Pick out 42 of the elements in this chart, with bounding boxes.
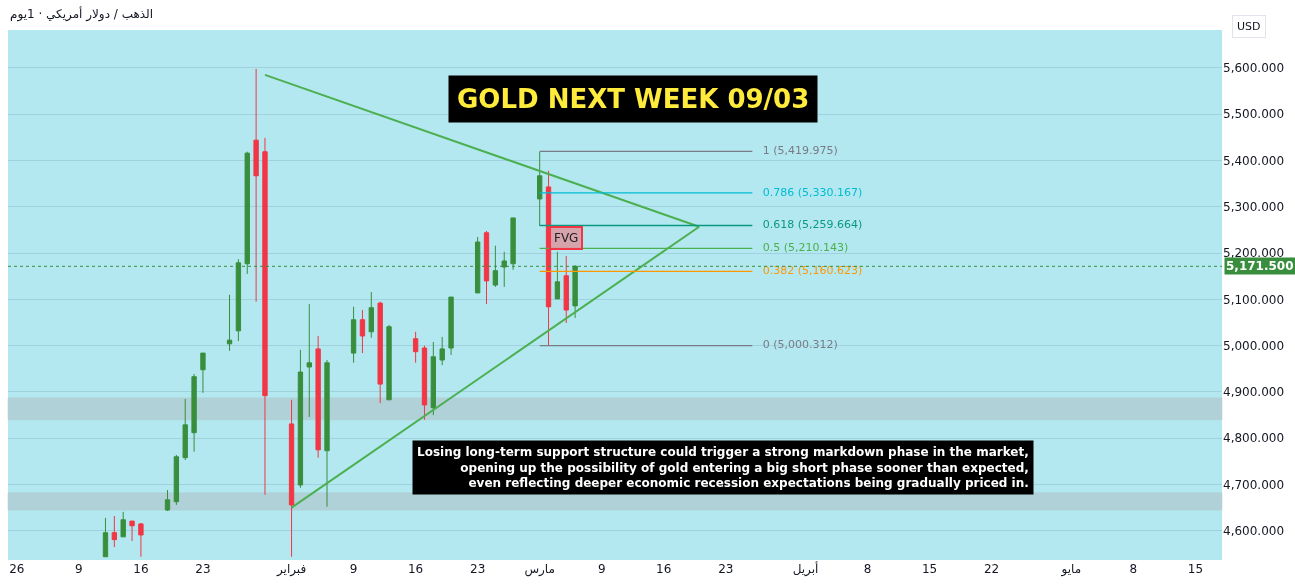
x-tick-label: 8 bbox=[1129, 562, 1138, 576]
x-tick-label: مارس bbox=[524, 562, 555, 577]
y-tick-label: 4,900.000 bbox=[1223, 385, 1285, 400]
x-tick-label: أبريل bbox=[792, 561, 819, 577]
y-tick-label: 5,600.000 bbox=[1223, 61, 1285, 76]
x-tick-label: 16 bbox=[656, 562, 672, 576]
chart-subtitle: الذهب / دولار أمريكي · 1يوم bbox=[10, 6, 154, 22]
x-tick-label: 9 bbox=[75, 562, 83, 576]
y-tick-label: 5,300.000 bbox=[1223, 200, 1285, 215]
series-label: 0.786 (5,330.167) bbox=[752, 185, 863, 199]
y-axis-title: USD bbox=[1237, 20, 1261, 33]
y-tick-label: 5,000.000 bbox=[1223, 338, 1285, 353]
annotation: Losing long-term support structure could trigger a strong markdown phase in the market, opening up the possibility of gold entering a big short phase sooner than expected, even reflecting deeper economic recession expectations being gradually priced in. bbox=[417, 445, 1029, 491]
series-label: 0.5 (5,210.143) bbox=[752, 241, 849, 255]
y-tick-label: 4,600.000 bbox=[1223, 524, 1285, 539]
series-label: 1 (5,419.975) bbox=[752, 144, 838, 158]
x-tick-label: 8 bbox=[863, 562, 872, 576]
x-tick-label: 23 bbox=[718, 562, 734, 576]
x-tick-label: مايو bbox=[1060, 562, 1082, 577]
y-tick-label: 5,500.000 bbox=[1223, 107, 1285, 122]
y-tick-label: 5,200.000 bbox=[1223, 246, 1285, 261]
x-tick-label: 16 bbox=[407, 562, 424, 576]
x-tick-label: فبراير bbox=[275, 562, 307, 577]
x-tick-label: 23 bbox=[195, 562, 211, 576]
x-tick-label: 15 bbox=[1187, 562, 1204, 576]
y-tick-label: 4,800.000 bbox=[1223, 431, 1285, 446]
x-tick-label: 16 bbox=[133, 562, 149, 576]
x-tick-label: 15 bbox=[921, 562, 938, 576]
x-tick-label: 9 bbox=[349, 562, 358, 576]
annotation: FVG bbox=[554, 231, 579, 245]
series-label: 0.382 (5,160.623) bbox=[752, 264, 863, 278]
x-tick-label: 23 bbox=[470, 562, 486, 576]
series-label: 0.618 (5,259.664) bbox=[752, 218, 863, 232]
series-label: 0 (5,000.312) bbox=[752, 338, 838, 352]
y-tick-label: 4,700.000 bbox=[1223, 477, 1285, 492]
text: GOLD NEXT WEEK 09/03 bbox=[457, 84, 810, 114]
x-tick-label: 26 bbox=[9, 562, 25, 576]
x-tick-label: 22 bbox=[983, 562, 1000, 576]
y-tick-label: 5,100.000 bbox=[1223, 292, 1285, 307]
ref-line-label: 5,171.500 bbox=[1226, 259, 1294, 273]
x-tick-label: 9 bbox=[597, 562, 606, 576]
y-tick-label: 5,400.000 bbox=[1223, 153, 1285, 168]
